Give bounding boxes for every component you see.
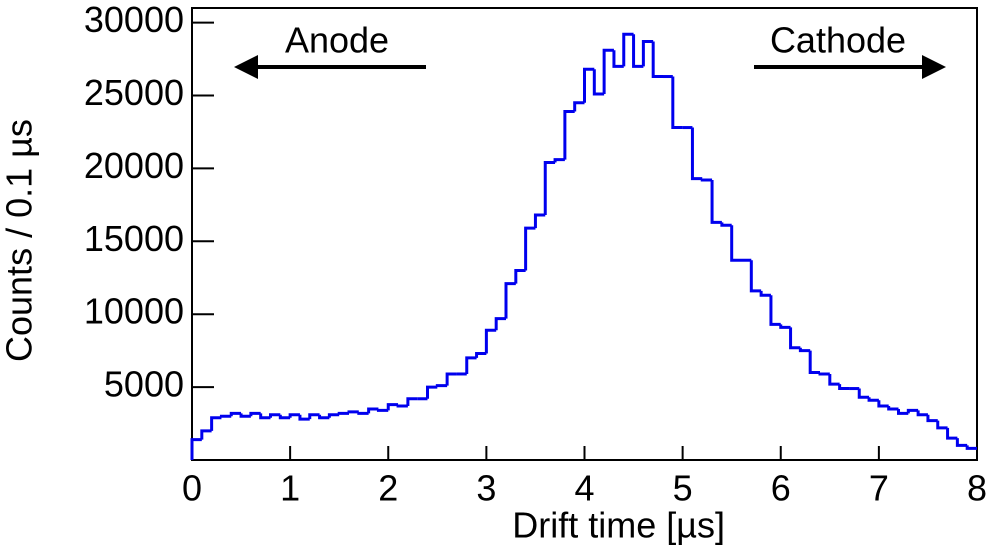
histogram-bin	[798, 347, 811, 353]
histogram-bin	[592, 69, 605, 96]
histogram-bin	[789, 327, 801, 350]
x-tick-label: 6	[771, 468, 791, 509]
histogram-bin	[730, 225, 742, 262]
histogram-bin	[357, 411, 369, 415]
histogram-bin	[327, 413, 340, 418]
histogram-bin	[897, 408, 909, 415]
histogram-bin	[249, 411, 261, 417]
histogram-bin	[857, 388, 870, 399]
histogram-bin	[514, 268, 526, 284]
histogram-bin	[906, 408, 919, 414]
x-tick-label: 1	[280, 468, 300, 509]
histogram-bin	[269, 413, 281, 418]
arrow	[234, 55, 426, 79]
histogram-bin	[632, 34, 644, 68]
histogram-bin	[435, 384, 448, 388]
x-tick-label: 3	[476, 468, 496, 509]
histogram-bin	[278, 414, 291, 420]
histogram-bin	[828, 373, 840, 386]
histogram-bin	[396, 404, 408, 408]
x-tick-label: 8	[967, 468, 987, 509]
histogram-bin	[337, 411, 349, 415]
histogram-bin	[190, 438, 202, 460]
x-tick-label: 2	[378, 468, 398, 509]
histogram-bin	[219, 414, 232, 418]
y-tick-label: 25000	[84, 72, 184, 113]
histogram-bin	[308, 413, 320, 420]
histogram-bin	[651, 41, 663, 79]
histogram-bin	[818, 372, 830, 376]
histogram-bin	[965, 445, 977, 450]
histogram-bin	[671, 76, 683, 130]
arrow	[754, 55, 946, 79]
histogram-bin	[376, 408, 389, 412]
histogram-bin	[406, 397, 418, 407]
histogram-bin	[612, 50, 624, 68]
histogram-bin	[239, 413, 251, 418]
annotation: Anode	[285, 20, 389, 61]
histogram-bin	[210, 416, 222, 431]
histogram-bin	[200, 429, 212, 440]
y-tick-label: 10000	[84, 291, 184, 332]
histogram-bin	[465, 356, 477, 374]
histogram-bin	[720, 222, 732, 227]
x-tick-label: 0	[182, 468, 202, 509]
histogram-bin	[367, 407, 379, 414]
histogram-bin	[838, 384, 850, 391]
x-axis-title: Drift time [µs]	[512, 505, 725, 546]
histogram-bin	[916, 410, 928, 417]
histogram-bin	[563, 110, 575, 160]
y-tick-label: 30000	[84, 0, 184, 40]
histogram-bin	[504, 282, 516, 319]
histogram-bin	[602, 48, 614, 95]
histogram-bin	[347, 410, 359, 414]
histogram-bin	[759, 290, 771, 297]
histogram-bin	[641, 40, 654, 67]
histogram-bin	[229, 411, 242, 417]
histogram-bin	[288, 413, 300, 418]
histogram-bin	[700, 178, 713, 182]
histogram-bin	[955, 438, 968, 447]
y-tick-label: 20000	[84, 145, 184, 186]
y-tick-label: 15000	[84, 218, 184, 259]
histogram-bin	[259, 413, 271, 420]
histogram-bin	[946, 427, 958, 440]
histogram-bin	[749, 260, 762, 293]
histogram-bin	[475, 352, 487, 358]
y-tick-label: 5000	[104, 364, 184, 405]
histogram-bin	[779, 324, 791, 329]
histogram-bin	[426, 385, 438, 399]
histogram-bin	[867, 397, 879, 402]
histogram-bin	[573, 101, 585, 112]
histogram-bin	[318, 414, 330, 420]
histogram-bin	[524, 226, 536, 271]
histogram-bin	[808, 350, 820, 375]
histogram-bin	[533, 213, 546, 229]
x-tick-label: 4	[574, 468, 594, 509]
histogram-bin	[583, 67, 595, 103]
y-axis-title: Counts / 0.1 µs	[0, 119, 40, 362]
histogram-bin	[484, 328, 497, 354]
histogram-bin	[926, 414, 938, 423]
x-tick-label: 5	[673, 468, 693, 509]
histogram-bin	[690, 127, 703, 181]
histogram-bin	[494, 317, 506, 331]
histogram-bin	[445, 372, 457, 386]
histogram-bin	[386, 403, 399, 411]
histogram-bin	[543, 161, 556, 216]
histogram-bin	[936, 420, 948, 430]
histogram-bin	[622, 32, 634, 67]
annotation: Cathode	[770, 20, 906, 61]
histogram-bin	[553, 158, 565, 163]
histogram-bin	[710, 180, 722, 224]
histogram-bin	[769, 295, 781, 326]
histogram-bin	[877, 400, 889, 408]
histogram-bin	[887, 406, 899, 411]
histogram-bin	[298, 414, 310, 421]
x-tick-label: 7	[869, 468, 889, 509]
